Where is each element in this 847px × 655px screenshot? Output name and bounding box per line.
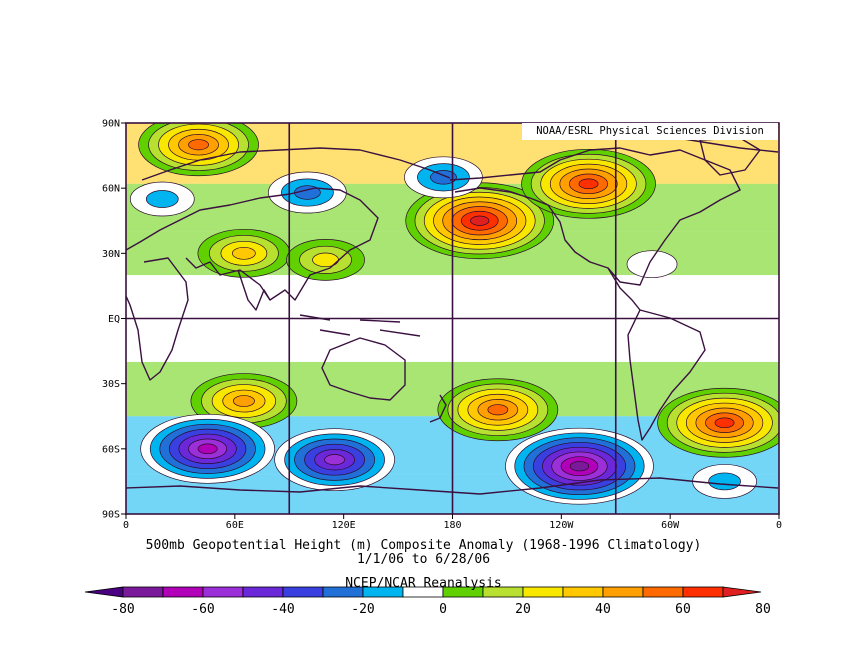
colorbar-label: -20 (351, 602, 374, 617)
anomaly-center (197, 228, 291, 278)
lat-label: 30S (102, 379, 120, 390)
lat-label: 90N (102, 119, 120, 130)
caption-dates: 1/1/06 to 6/28/06 (356, 552, 491, 567)
coastlines (126, 127, 779, 495)
colorbar-label: 40 (595, 602, 611, 617)
anomaly-center (268, 171, 347, 214)
caption-source: NCEP/NCAR Reanalysis (345, 576, 502, 591)
lon-label: 120E (332, 520, 356, 531)
colorbar-label: 0 (439, 602, 447, 617)
anomaly-center (692, 464, 757, 499)
anomaly-center (274, 428, 395, 492)
lat-label: 30N (102, 249, 120, 260)
anomaly-center (505, 427, 654, 505)
anomaly-center (286, 239, 365, 281)
lat-label: EQ (108, 314, 120, 325)
anomaly-center (657, 387, 779, 458)
lon-label: 60E (226, 520, 244, 531)
colorbar-label: -60 (191, 602, 214, 617)
lon-label: 0 (776, 520, 782, 531)
lat-label: 60S (102, 444, 120, 455)
lon-label: 180 (443, 520, 461, 531)
anomaly-center (626, 250, 678, 279)
anomaly-center (404, 156, 483, 199)
colorbar-max-arrow (722, 586, 762, 598)
caption-title: 500mb Geopotential Height (m) Composite … (145, 538, 702, 553)
lon-label: 60W (661, 520, 680, 531)
longitude-labels: 0 60E 120E 180 120W 60W 0 (123, 514, 782, 531)
anomaly-center (521, 148, 656, 219)
anomaly-center (437, 378, 559, 442)
lon-label: 0 (123, 520, 129, 531)
anomaly-contours (126, 123, 779, 514)
anomaly-center (129, 181, 195, 217)
colorbar-label: -80 (111, 602, 134, 617)
lat-label: 60N (102, 184, 120, 195)
colorbar-label: 60 (675, 602, 691, 617)
colorbar-label: 20 (515, 602, 531, 617)
colorbar-label: -40 (271, 602, 294, 617)
colorbar-label: 80 (755, 602, 771, 617)
anomaly-center (140, 413, 275, 484)
latitude-labels: 90N 60N 30N EQ 30S 60S 90S (102, 119, 126, 521)
credit-label: NOAA/ESRL Physical Sciences Division (522, 123, 778, 140)
anomaly-center (138, 123, 259, 177)
colorbar: -80 -60 -40 -20 0 20 40 60 80 (84, 586, 771, 617)
lon-label: 120W (549, 520, 574, 531)
lat-label: 90S (102, 510, 120, 521)
